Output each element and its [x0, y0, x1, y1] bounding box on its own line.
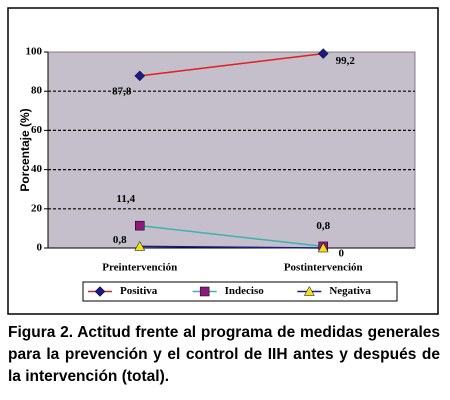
series-line [139, 52, 324, 77]
marker [134, 70, 146, 82]
marker [134, 240, 146, 251]
x-tick-label: Postintervención [284, 262, 363, 274]
y-tick-label: 20 [31, 202, 43, 214]
y-axis-label: Porcentaje (%) [18, 108, 32, 191]
y-tick-label: 40 [31, 163, 43, 175]
legend-marker [303, 285, 315, 296]
data-label: 0,8 [316, 220, 330, 232]
marker [135, 220, 145, 231]
legend-label: Negativa [329, 285, 371, 297]
chart: Porcentaje (%) 0 20 40 60 80 100 Preintervenci… [7, 7, 439, 315]
legend-marker [94, 286, 106, 297]
series-line [139, 224, 324, 248]
x-tick-label: Preintervención [102, 262, 177, 274]
marker [317, 242, 329, 253]
marker [317, 48, 329, 59]
series-line [139, 245, 324, 249]
data-label: 0 [339, 248, 345, 260]
data-label: 87,8 [112, 85, 132, 97]
y-tick-label: 60 [31, 124, 43, 136]
data-label: 0,8 [113, 234, 127, 246]
legend-label: Positiva [120, 285, 158, 297]
legend-marker [199, 286, 210, 297]
legend-box [82, 281, 398, 302]
plot-area [47, 51, 416, 249]
y-tick-label: 0 [37, 242, 43, 254]
y-tick-label: 80 [31, 85, 43, 97]
legend-label: Indeciso [225, 285, 265, 297]
caption: Figura 2. Actitud frente al programa de … [8, 324, 440, 385]
data-label: 11,4 [116, 193, 135, 205]
y-tick-label: 100 [26, 46, 43, 58]
data-label: 99,2 [336, 55, 356, 67]
